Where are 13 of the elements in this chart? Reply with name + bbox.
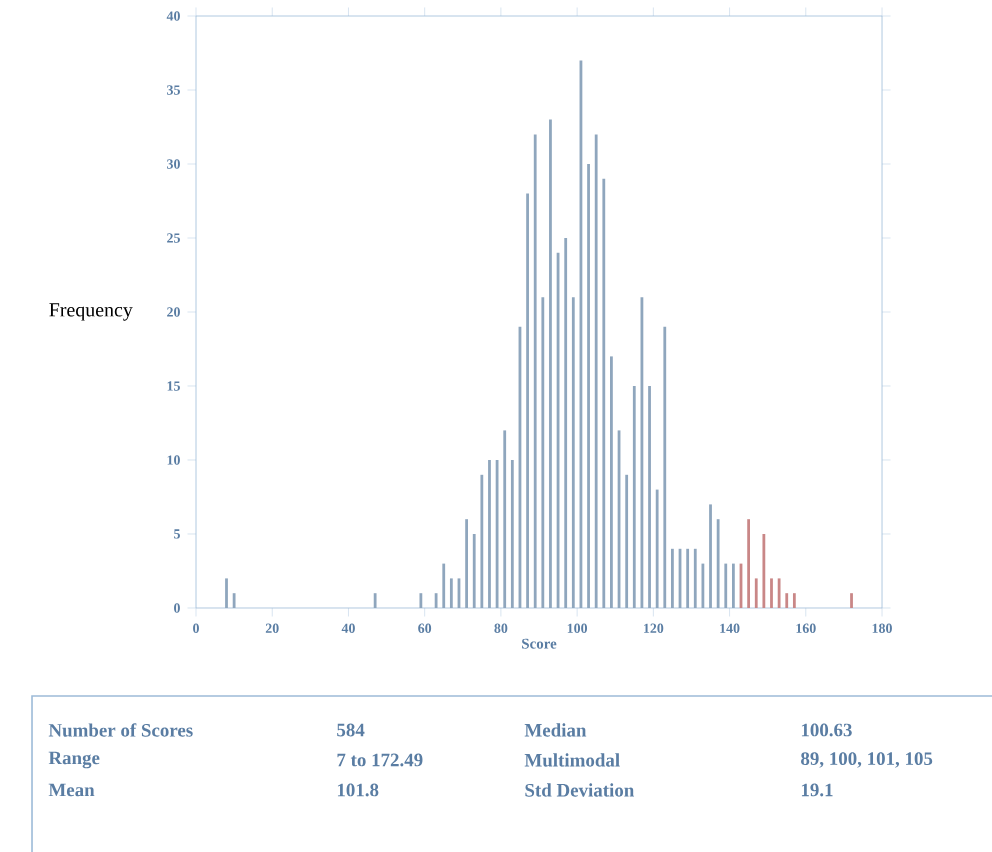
text: Std Deviation [525,783,635,797]
text: 584 [337,723,365,737]
text: Mean [48,783,95,797]
text: Multimodal [524,753,620,767]
text: 100.63 [801,723,852,737]
text: 19.1 [801,783,833,797]
text: 101.8 [337,783,379,797]
text: Range [48,751,100,769]
text: 89, 100, 101, 105 [801,752,933,768]
y-axis-title: Frequency [49,303,133,321]
text: Median [524,723,587,737]
text: Number of Scores [48,723,193,737]
text: 7 to 172.49 [337,753,423,767]
